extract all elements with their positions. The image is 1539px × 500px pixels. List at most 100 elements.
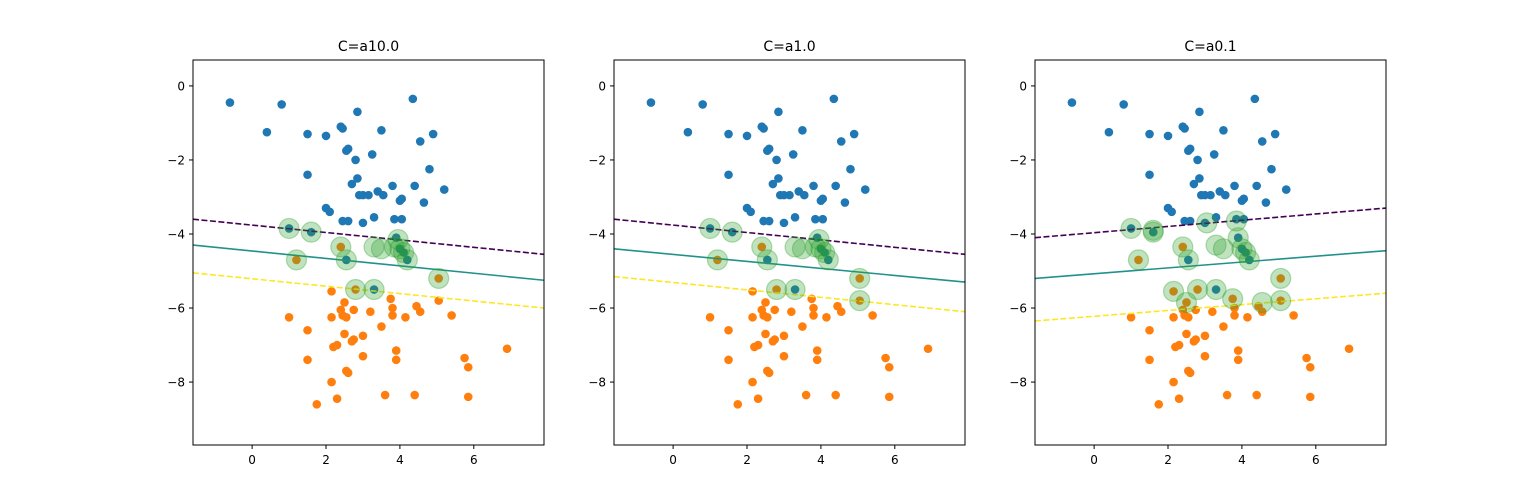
point-class-a — [353, 107, 362, 117]
support-vector-marker — [1162, 280, 1185, 302]
point-class-b — [340, 298, 349, 307]
point-class-b — [779, 331, 789, 341]
point-class-a — [1067, 98, 1077, 107]
support-vector-marker — [1205, 278, 1227, 301]
support-vector-marker — [784, 236, 806, 258]
point-class-b — [502, 344, 512, 354]
y-tick-label: −6 — [588, 302, 606, 316]
point-class-b — [358, 331, 368, 341]
point-class-a — [369, 213, 379, 222]
point-class-a — [1163, 131, 1173, 141]
point-class-b — [1305, 392, 1315, 402]
point-class-a — [774, 107, 783, 117]
point-class-b — [1154, 399, 1164, 409]
point-class-a — [390, 214, 399, 224]
x-tick-label: 0 — [1090, 453, 1098, 467]
support-vector-marker — [1231, 238, 1253, 260]
support-vector-marker — [1270, 290, 1292, 312]
point-class-a — [809, 181, 818, 191]
point-class-a — [358, 218, 368, 228]
point-class-a — [1267, 164, 1276, 174]
point-class-b — [463, 362, 473, 372]
point-class-b — [787, 307, 796, 317]
point-class-b — [831, 390, 840, 400]
point-class-b — [748, 287, 757, 296]
decision-boundary-line — [193, 244, 544, 282]
point-class-b — [391, 346, 401, 355]
point-class-b — [327, 377, 336, 387]
point-class-b — [1174, 340, 1184, 350]
point-class-b — [1302, 353, 1311, 363]
point-class-a — [351, 155, 360, 165]
margin-lower-line — [614, 275, 965, 313]
subplot-title: C=a0.1 — [1184, 39, 1236, 55]
support-vector-marker — [1234, 241, 1257, 264]
point-class-a — [419, 198, 429, 207]
support-vector-marker — [370, 238, 393, 260]
point-class-b — [1344, 344, 1354, 354]
support-vector-marker — [1227, 227, 1249, 249]
y-tick-label: 0 — [177, 79, 185, 93]
point-class-b — [1169, 377, 1178, 387]
point-class-a — [1211, 285, 1221, 294]
point-class-b — [1289, 311, 1298, 320]
support-vector-marker — [387, 228, 409, 251]
point-class-b — [1222, 390, 1232, 400]
x-tick-label: 4 — [817, 453, 825, 467]
point-class-b — [327, 287, 336, 296]
point-class-a — [1257, 137, 1267, 146]
subplot-title: C=a1.0 — [763, 39, 815, 55]
point-class-b — [779, 351, 789, 361]
point-class-b — [923, 344, 933, 354]
point-class-b — [724, 325, 733, 335]
point-class-b — [340, 329, 349, 339]
point-class-a — [347, 179, 357, 189]
point-class-b — [1174, 394, 1184, 404]
point-class-a — [1206, 190, 1215, 200]
support-vector-marker — [393, 241, 415, 264]
point-class-b — [748, 312, 757, 322]
point-class-b — [1193, 285, 1202, 294]
support-vector-marker — [1186, 278, 1209, 301]
y-tick-label: −2 — [1009, 153, 1027, 167]
support-vector-marker — [1177, 249, 1199, 271]
point-class-a — [1220, 190, 1230, 200]
point-class-a — [724, 170, 733, 180]
point-class-b — [772, 285, 781, 294]
point-class-a — [397, 214, 407, 224]
support-vector-marker — [1127, 249, 1150, 271]
point-class-a — [1211, 213, 1221, 222]
point-class-a — [785, 190, 794, 200]
point-class-a — [724, 129, 733, 139]
point-class-b — [1184, 312, 1193, 322]
point-class-b — [332, 340, 342, 350]
point-class-b — [336, 242, 346, 252]
point-class-a — [425, 164, 434, 174]
point-class-a — [742, 131, 752, 141]
point-class-a — [849, 129, 859, 139]
y-tick-label: −4 — [167, 227, 185, 241]
plot-area — [614, 94, 965, 409]
point-class-b — [763, 312, 772, 322]
point-class-a — [397, 194, 407, 204]
point-class-b — [386, 294, 395, 304]
support-vector-marker — [849, 267, 871, 290]
support-vector-marker — [383, 236, 405, 258]
point-class-a — [1270, 129, 1280, 139]
support-vector-marker — [1172, 236, 1194, 258]
point-class-a — [303, 170, 312, 180]
point-class-b — [1257, 307, 1267, 317]
plot-area — [193, 94, 544, 409]
x-tick-label: 2 — [743, 453, 751, 467]
point-class-b — [434, 274, 444, 283]
point-class-a — [1195, 174, 1204, 183]
point-class-a — [410, 181, 419, 191]
x-tick-label: 6 — [470, 453, 478, 467]
y-tick-label: −6 — [167, 302, 185, 316]
point-class-b — [327, 312, 336, 322]
point-class-a — [343, 216, 353, 226]
point-class-b — [312, 399, 322, 409]
point-class-b — [724, 355, 733, 365]
margin-upper-line — [193, 218, 544, 256]
